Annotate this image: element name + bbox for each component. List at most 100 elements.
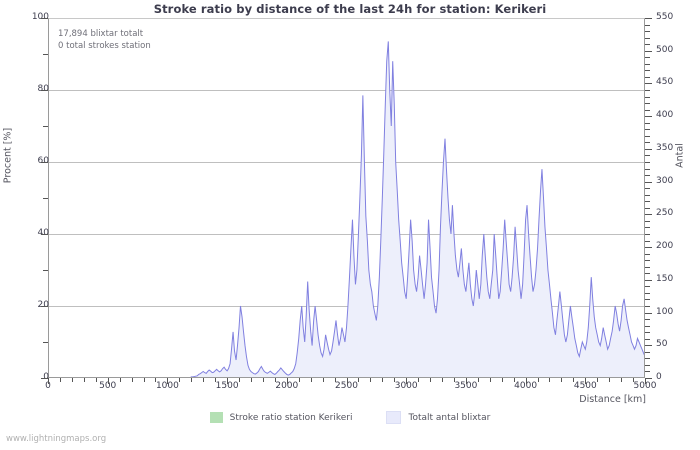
- y-tickmark-right-minor-510: [645, 44, 650, 46]
- y-tickmark-right-minor-420: [645, 103, 650, 105]
- y-tickmark-right-250: [645, 214, 652, 216]
- x-tickmark-minor-3200: [430, 378, 432, 382]
- y-tickmark-right-minor-260: [645, 207, 650, 209]
- y-tick-right-300: 300: [656, 175, 674, 186]
- y-tick-left-60: 60: [37, 156, 49, 166]
- x-tickmark-minor-400: [95, 378, 97, 382]
- y-tickmark-right-300: [645, 181, 652, 183]
- x-tickmark-minor-3800: [501, 378, 503, 382]
- y-tickmark-right-550: [645, 18, 652, 19]
- y-tickmark-right-minor-270: [645, 201, 650, 203]
- x-tickmark-minor-2400: [334, 378, 336, 382]
- x-tickmark-minor-800: [143, 378, 145, 382]
- chart-title: Stroke ratio by distance of the last 24h…: [153, 2, 547, 16]
- x-tickmark-minor-1200: [191, 378, 193, 382]
- x-tick-4500: 4500: [573, 381, 597, 391]
- gridline-80: [48, 90, 645, 91]
- x-tickmark-1500: [227, 378, 229, 384]
- legend-label-stroke-ratio: Stroke ratio station Kerikeri: [229, 412, 353, 423]
- y-tickmark-right-minor-380: [645, 129, 650, 131]
- y-tickmark-right-minor-70: [645, 332, 650, 334]
- legend-swatch-lavender: [386, 411, 402, 424]
- y-tickmark-left-20: [41, 306, 48, 307]
- y-tick-left-0: 0: [43, 372, 49, 382]
- x-tickmark-4500: [585, 378, 587, 384]
- y-tickmark-right-minor-30: [645, 358, 650, 360]
- y-tickmark-right-minor-370: [645, 135, 650, 137]
- y-tickmark-right-450: [645, 83, 652, 85]
- legend-item-stroke-ratio[interactable]: Stroke ratio station Kerikeri: [209, 412, 353, 423]
- x-tick-500: 500: [99, 381, 117, 391]
- x-tickmark-minor-2900: [394, 378, 396, 382]
- y-tickmark-right-200: [645, 247, 652, 249]
- x-tickmark-minor-2100: [298, 378, 300, 382]
- x-tickmark-minor-4200: [549, 378, 551, 382]
- x-tickmark-minor-1400: [215, 378, 217, 382]
- x-tickmark-minor-4900: [633, 378, 635, 382]
- plot-area: [48, 18, 645, 378]
- legend-item-total-strokes[interactable]: Totalt antal blixtar: [386, 411, 490, 424]
- x-axis-label: Distance [km]: [579, 394, 646, 405]
- x-tickmark-minor-4600: [597, 378, 599, 382]
- x-tickmark-3500: [465, 378, 467, 384]
- x-tickmark-minor-4700: [609, 378, 611, 382]
- x-tickmark-minor-100: [59, 378, 61, 382]
- y-tick-left-20: 20: [37, 300, 49, 310]
- x-tickmark-minor-4800: [621, 378, 623, 382]
- y-tick-right-150: 150: [656, 273, 674, 284]
- x-tick-0: 0: [45, 381, 51, 391]
- y-tickmark-left-minor-90: [43, 54, 48, 55]
- x-tickmark-0: [48, 378, 49, 384]
- x-tickmark-minor-3100: [418, 378, 420, 382]
- x-tick-3500: 3500: [454, 381, 478, 391]
- x-tick-1500: 1500: [215, 381, 239, 391]
- y-axis-left-label: Procent [%]: [2, 127, 14, 184]
- y-tickmark-right-minor-140: [645, 286, 650, 288]
- y-tickmark-right-minor-120: [645, 299, 650, 301]
- y-tickmark-right-100: [645, 312, 652, 314]
- x-tick-4000: 4000: [514, 381, 538, 391]
- y-tickmark-right-minor-10: [645, 371, 650, 373]
- x-tick-3000: 3000: [394, 381, 418, 391]
- y-tickmark-right-minor-540: [645, 24, 650, 26]
- y-tick-right-400: 400: [656, 110, 674, 121]
- x-tick-2500: 2500: [335, 381, 358, 391]
- y-tickmark-right-minor-340: [645, 155, 650, 157]
- x-tickmark-minor-3700: [489, 378, 491, 382]
- y-tickmark-right-minor-290: [645, 188, 650, 190]
- y-tickmark-right-400: [645, 116, 652, 118]
- y-tickmark-right-minor-110: [645, 306, 650, 307]
- total-strokes-area-series: [48, 18, 645, 378]
- x-tickmark-minor-4100: [537, 378, 539, 382]
- y-tickmark-left-60: [41, 162, 48, 163]
- x-tickmark-minor-3300: [442, 378, 444, 382]
- x-tickmark-500: [107, 378, 109, 384]
- y-tickmark-right-minor-210: [645, 240, 650, 242]
- y-tickmark-right-350: [645, 148, 652, 150]
- y-tickmark-left-100: [41, 18, 48, 19]
- y-tickmark-right-minor-230: [645, 227, 650, 229]
- y-tickmark-right-minor-190: [645, 253, 650, 255]
- y-tickmark-right-minor-90: [645, 319, 650, 321]
- y-tickmark-right-minor-170: [645, 266, 650, 268]
- y-tick-right-500: 500: [656, 44, 674, 55]
- x-tickmark-minor-2800: [382, 378, 384, 382]
- y-tickmark-right-minor-460: [645, 76, 650, 78]
- y-tickmark-right-50: [645, 345, 652, 347]
- y-tickmark-right-minor-40: [645, 351, 650, 353]
- x-tickmark-minor-1700: [250, 378, 252, 382]
- y-tick-left-40: 40: [37, 228, 49, 238]
- y-tick-right-550: 550: [656, 12, 674, 22]
- y-tickmark-right-minor-470: [645, 70, 650, 72]
- gridline-20: [48, 306, 645, 307]
- y-tickmark-right-minor-80: [645, 325, 650, 327]
- y-tickmark-right-minor-390: [645, 122, 650, 124]
- x-tickmark-4000: [525, 378, 527, 384]
- y-tickmark-right-minor-220: [645, 234, 650, 235]
- x-tick-5000: 5000: [633, 381, 657, 391]
- y-tickmark-left-0: [41, 378, 48, 379]
- x-tickmark-minor-2200: [310, 378, 312, 382]
- x-tickmark-minor-2600: [358, 378, 360, 382]
- y-tickmark-right-minor-320: [645, 168, 650, 170]
